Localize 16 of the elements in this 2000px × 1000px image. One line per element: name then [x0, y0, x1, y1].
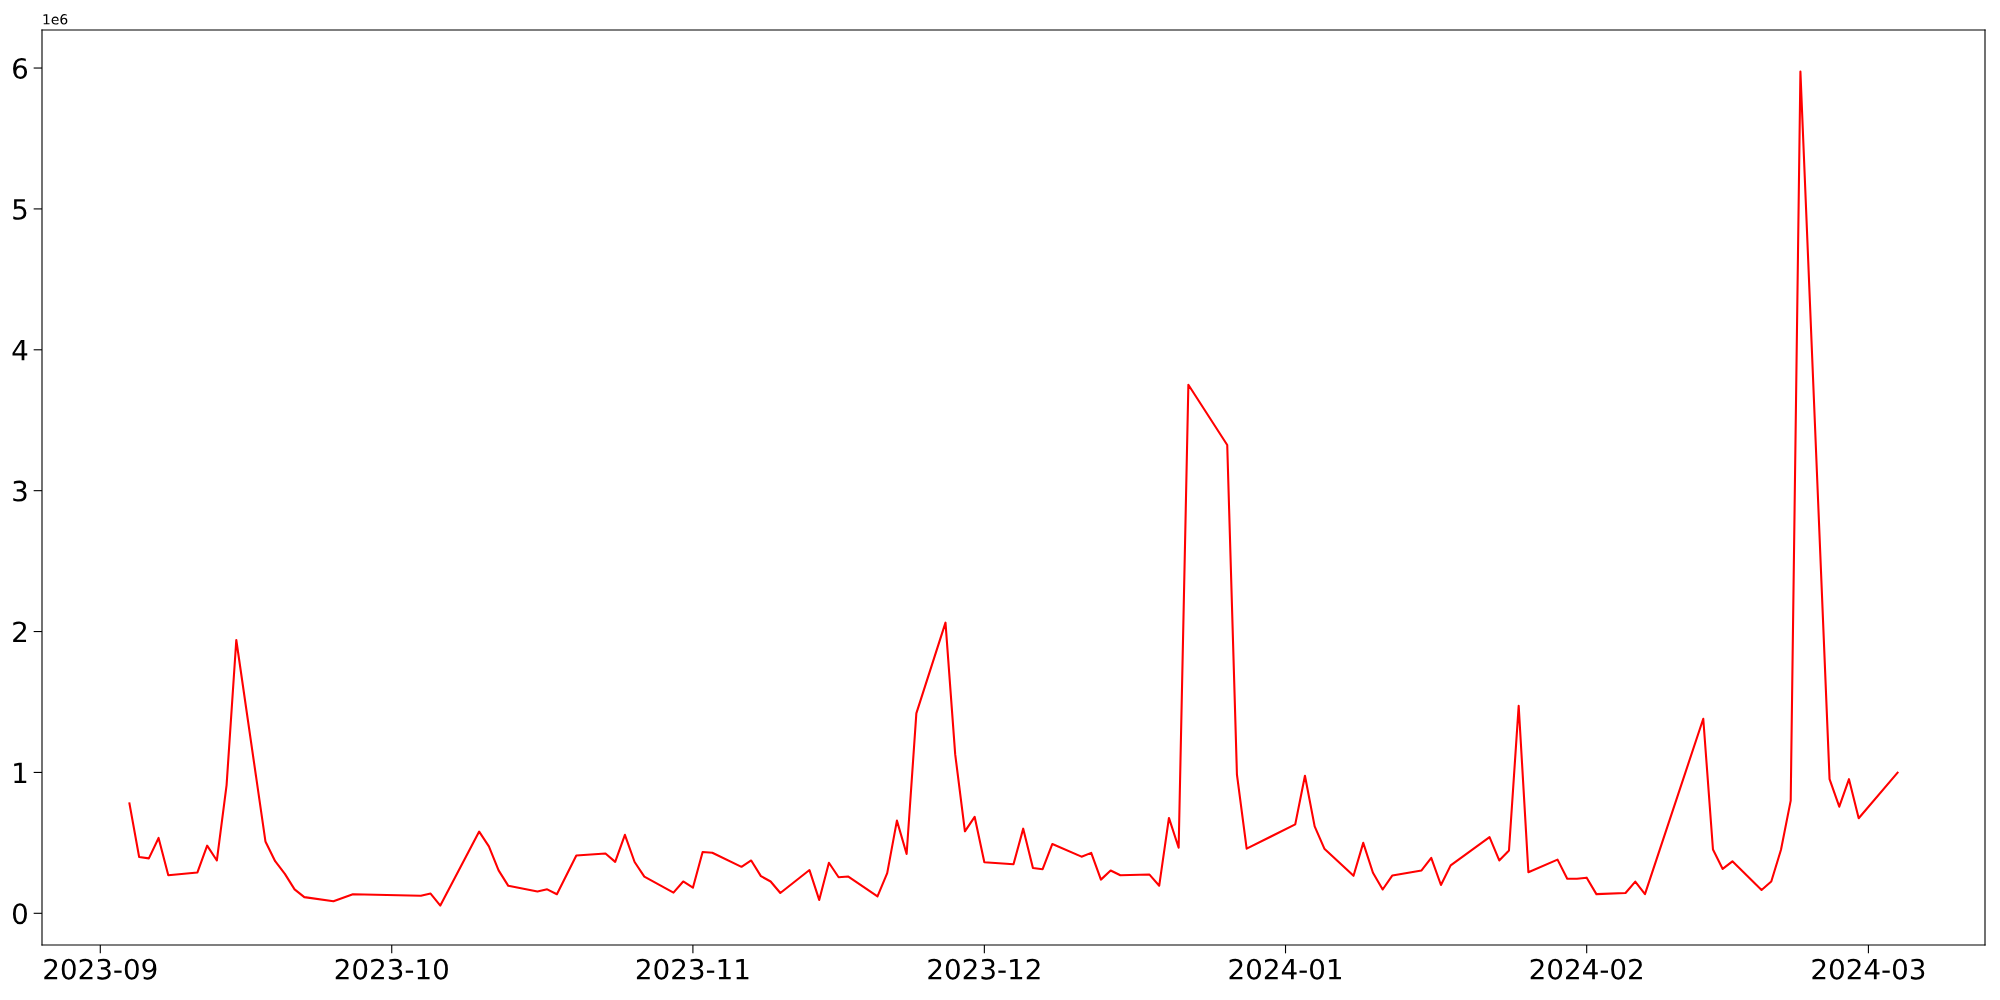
y-tick-label: 0: [12, 903, 27, 925]
text: 1e6: [43, 14, 68, 25]
y-tick-label: 1: [14, 762, 27, 783]
x-tick-label: 2023-10: [335, 958, 448, 980]
y-tick-label: 2: [13, 621, 27, 643]
x-tick-label: 2023-11: [636, 958, 749, 980]
x-tick-label: 2024-02: [1530, 958, 1642, 980]
x-tick-label: 2023-12: [928, 958, 1040, 980]
y-tick-label: 5: [13, 199, 27, 220]
y-tick-label: 4: [12, 340, 28, 361]
y-tick-label: 6: [13, 57, 28, 79]
x-tick-label: 2024-03: [1812, 958, 1925, 980]
x-tick-label: 2023-09: [44, 958, 157, 980]
y-tick-label: 3: [13, 480, 27, 502]
line-series: [128, 70, 1899, 907]
x-tick-label: 2024-01: [1229, 958, 1341, 980]
